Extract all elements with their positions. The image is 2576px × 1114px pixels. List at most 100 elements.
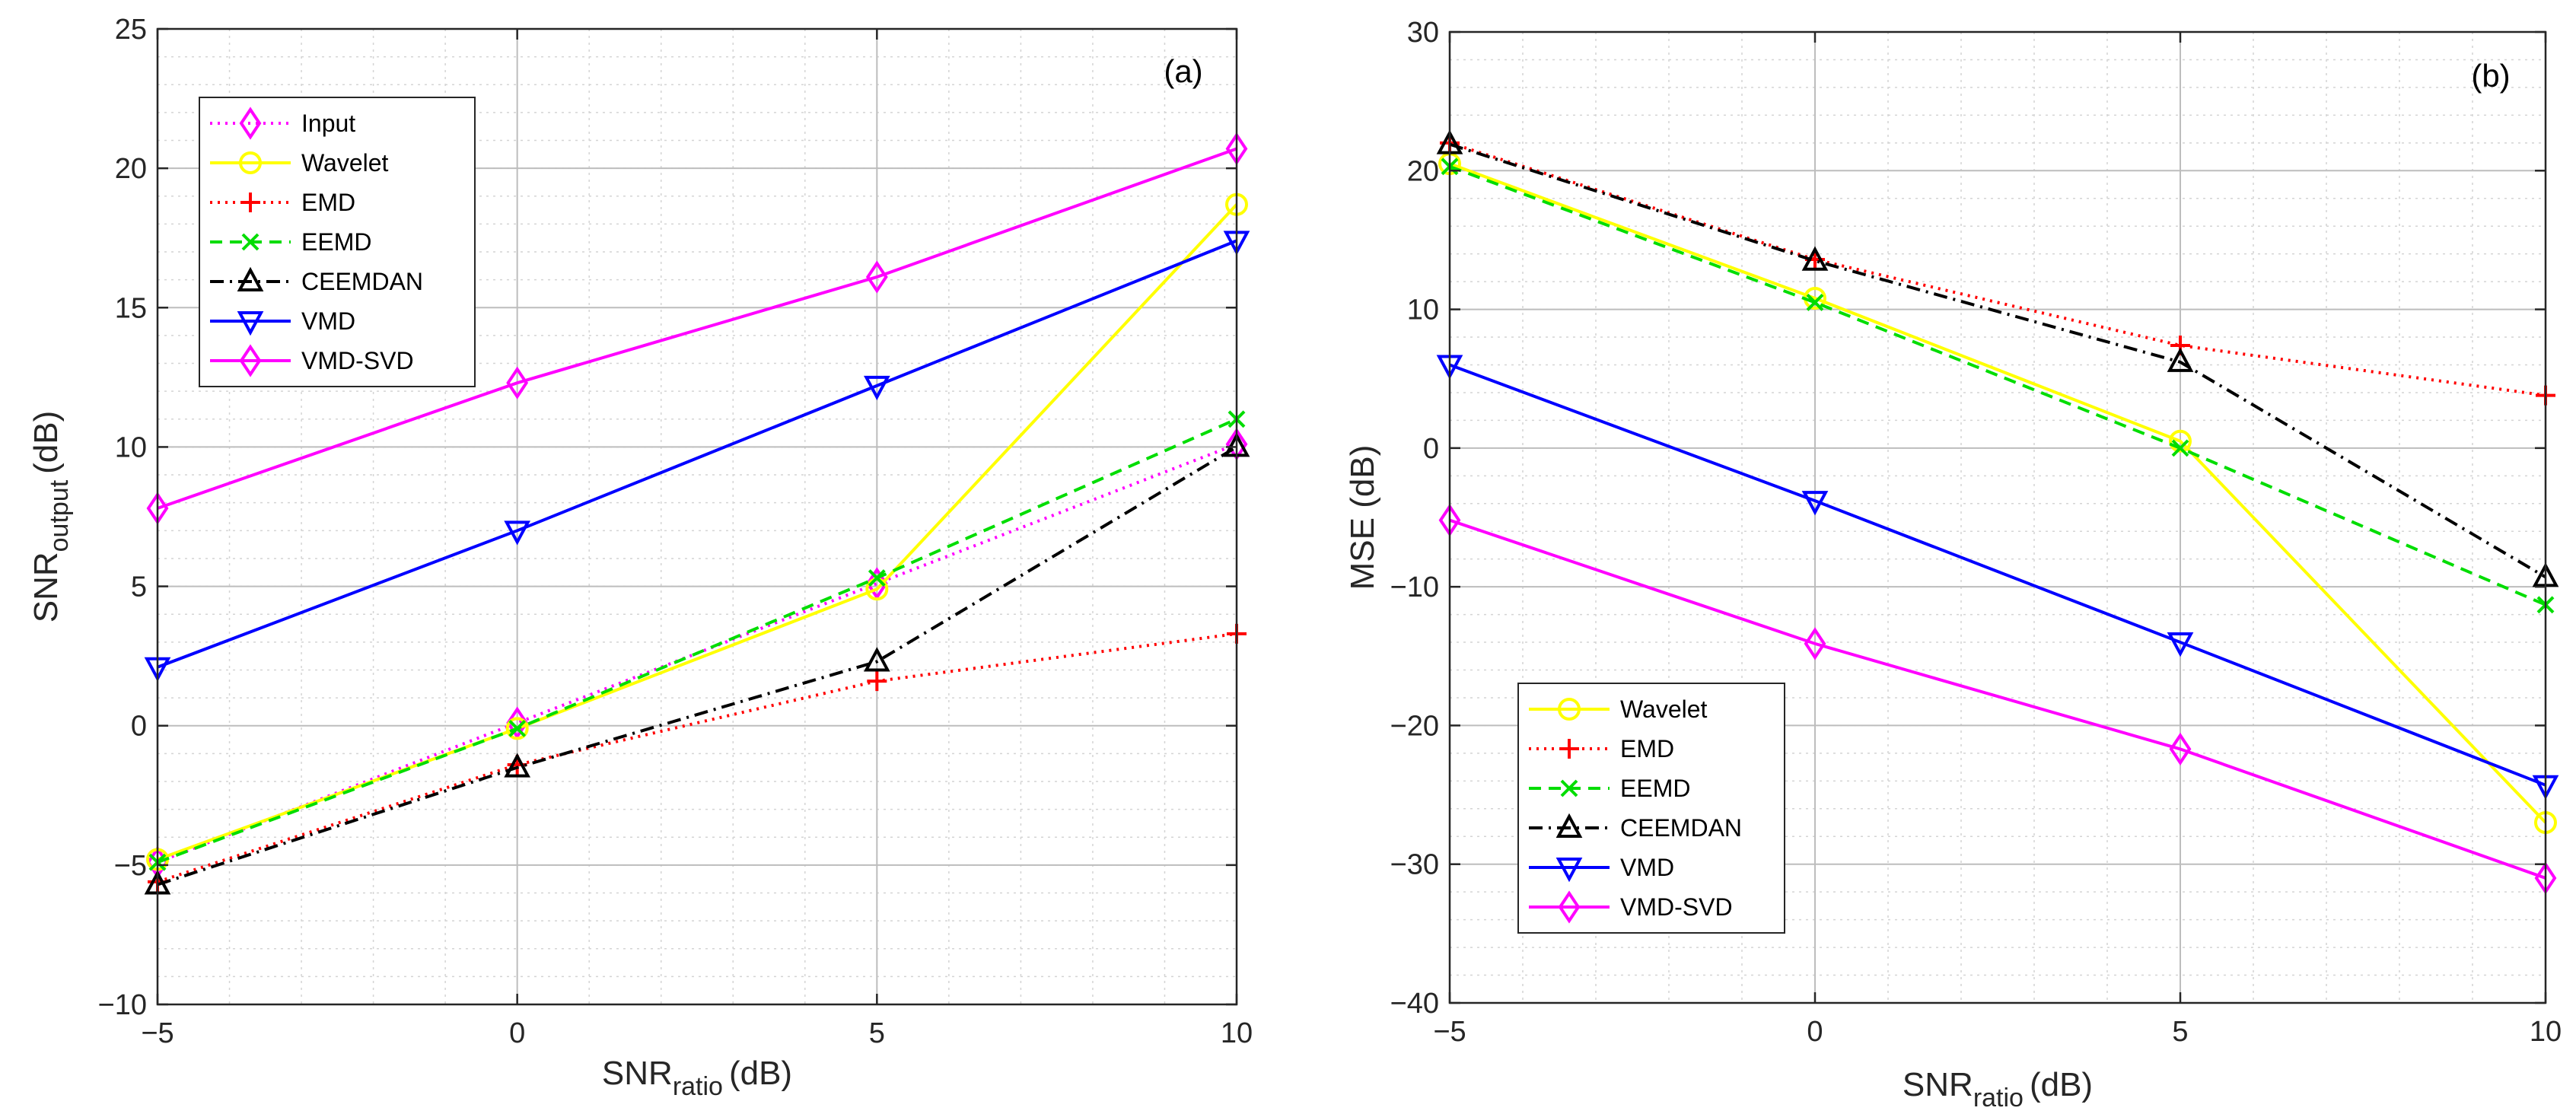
legend-label: EMD — [1620, 735, 1674, 762]
data-point — [506, 706, 529, 740]
x-tick-label: −5 — [141, 1017, 174, 1049]
data-point — [2169, 429, 2192, 453]
data-point — [2171, 439, 2189, 457]
data-point — [504, 753, 531, 778]
data-point — [2167, 632, 2194, 657]
legend-label: EEMD — [1620, 775, 1690, 802]
data-point — [868, 569, 886, 587]
x-tick-label: 10 — [2530, 1016, 2562, 1048]
series-line — [157, 239, 1237, 669]
legend-item-eemd: EEMD — [210, 228, 371, 256]
y-tick-label: 25 — [115, 14, 147, 46]
legend-item-vmd-svd: VMD-SVD — [1529, 890, 1733, 924]
legend-label: CEEMDAN — [301, 268, 423, 295]
legend-box — [199, 97, 476, 387]
x-tick-label: 5 — [2172, 1016, 2188, 1048]
data-point — [2169, 732, 2192, 766]
legend-label: VMD-SVD — [301, 347, 414, 374]
series-line — [1449, 363, 2546, 787]
legend-marker — [1555, 813, 1583, 838]
data-point — [1801, 491, 1829, 516]
legend-label: CEEMDAN — [1620, 814, 1742, 842]
data-point — [1801, 246, 1829, 271]
legend-item-wavelet: Wavelet — [1529, 695, 1708, 723]
y-axis-label: MSE (dB) — [1344, 445, 1381, 590]
data-point — [504, 520, 531, 546]
legend-marker — [239, 107, 262, 140]
legend-marker — [1555, 858, 1583, 883]
y-tick-label: −5 — [114, 850, 147, 882]
y-tick-label: 10 — [115, 431, 147, 463]
y-tick-label: 20 — [1407, 155, 1439, 187]
series-line — [157, 445, 1238, 886]
legend-item-vmd-svd: VMD-SVD — [210, 344, 414, 377]
y-tick-label: −40 — [1390, 988, 1439, 1020]
legend-item-emd: EMD — [1529, 735, 1674, 762]
data-point — [865, 567, 888, 600]
legend-label: Wavelet — [1620, 695, 1708, 723]
legend: Input Wavelet EMD EEMD CEEMDAN VMD VMD-SVD — [199, 97, 476, 387]
data-point — [1804, 627, 1826, 660]
legend-marker — [1559, 739, 1579, 759]
x-tick-label: 10 — [1221, 1017, 1253, 1049]
data-point — [863, 647, 890, 672]
y-tick-label: 0 — [1423, 433, 1439, 465]
panel-label: (b) — [2471, 58, 2510, 94]
y-axis-label: SNRoutput(dB) — [27, 411, 74, 623]
axes-box — [1448, 30, 2547, 1004]
y-tick-label: 30 — [1407, 17, 1439, 49]
x-axis-label: SNRratio (dB) — [602, 1055, 792, 1101]
series-line — [157, 632, 1237, 883]
legend-item-input: Input — [210, 107, 355, 140]
series-line — [157, 417, 1237, 864]
legend-box — [1517, 683, 1785, 934]
series-line — [157, 203, 1238, 861]
x-tick-label: 0 — [1807, 1016, 1823, 1048]
y-tick-label: −30 — [1390, 849, 1439, 881]
x-tick-label: −5 — [1433, 1016, 1466, 1048]
series-line — [1449, 518, 2546, 880]
grid — [1449, 31, 2546, 1004]
y-tick-label: −20 — [1390, 710, 1439, 742]
legend-marker — [239, 151, 262, 174]
data-point — [1806, 294, 1824, 311]
legend-label: VMD — [1620, 854, 1674, 881]
data-point — [506, 366, 529, 399]
legend-marker — [1558, 890, 1581, 924]
data-point — [508, 719, 527, 737]
chart-panel-b: −5 0 5 10 −40 −30 −20 −10 0 10 20 30 SNRratio (dB) MSE… — [1344, 17, 2562, 1112]
y-tick-label: 5 — [131, 571, 147, 603]
data-point — [865, 260, 888, 294]
legend-item-ceemdan: CEEMDAN — [210, 266, 423, 295]
legend-item-vmd: VMD — [210, 307, 355, 336]
x-tick-label: 0 — [509, 1017, 525, 1049]
legend-marker — [1560, 779, 1578, 797]
legend: Wavelet EMD EEMD CEEMDAN VMD VMD-SVD — [1517, 683, 1785, 934]
series-line — [1449, 141, 2546, 397]
y-tick-label: 20 — [115, 153, 147, 185]
series-line — [1449, 162, 2547, 824]
data-point — [2167, 347, 2194, 372]
legend-label: VMD — [301, 307, 355, 335]
y-tick-label: −10 — [98, 989, 147, 1021]
data-point — [505, 717, 529, 740]
legend-item-wavelet: Wavelet — [210, 149, 389, 177]
legend-marker — [240, 193, 260, 212]
legend-marker — [1558, 698, 1581, 721]
legend-item-eemd: EEMD — [1529, 775, 1690, 802]
legend-item-vmd: VMD — [1529, 854, 1674, 883]
legend-item-emd: EMD — [210, 189, 355, 216]
y-tick-label: 0 — [131, 711, 147, 743]
legend-label: EMD — [301, 189, 355, 216]
legend-marker — [239, 344, 262, 377]
x-axis-label: SNRratio (dB) — [1903, 1066, 2093, 1112]
x-tick-label: 5 — [869, 1017, 885, 1049]
series-line — [157, 147, 1237, 510]
legend-label: Wavelet — [301, 149, 389, 177]
legend-label: Input — [301, 110, 355, 137]
legend-label: VMD-SVD — [1620, 893, 1733, 921]
y-tick-label: 15 — [115, 292, 147, 324]
y-tick-label: 10 — [1407, 294, 1439, 326]
data-point — [867, 671, 887, 692]
